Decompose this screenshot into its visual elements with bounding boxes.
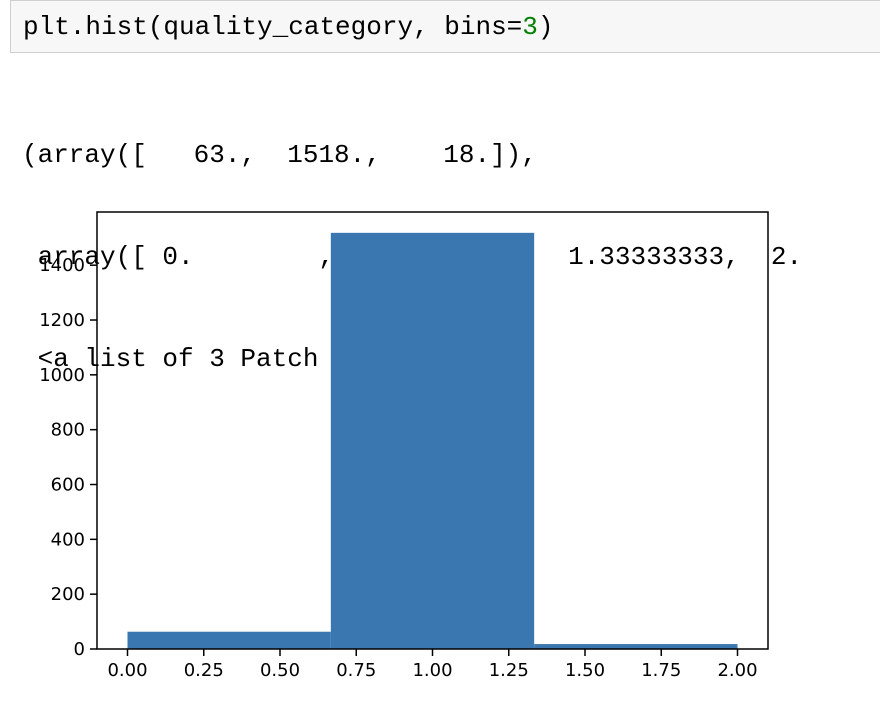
x-tick-label: 0.00: [107, 660, 147, 681]
code-closing-paren: ): [537, 12, 554, 42]
y-tick-label: 0: [74, 639, 85, 660]
code-input[interactable]: plt.hist(quality_category, bins=3): [23, 12, 554, 42]
x-tick-label: 0.25: [184, 660, 224, 681]
y-tick-label: 200: [51, 584, 85, 605]
y-tick-label: 400: [51, 529, 85, 550]
y-tick-label: 600: [51, 475, 85, 496]
y-tick-label: 800: [51, 420, 85, 441]
x-tick-label: 1.50: [565, 660, 605, 681]
output-line-1: (array([ 63., 1518., 18.]),: [22, 140, 537, 170]
x-tick-label: 2.00: [717, 660, 757, 681]
histogram-bars: [127, 232, 738, 649]
code-cell[interactable]: plt.hist(quality_category, bins=3): [10, 0, 880, 53]
y-tick-label: 1400: [39, 255, 85, 276]
cell-output: (array([ 63., 1518., 18.]), array([ 0. ,…: [22, 70, 802, 410]
histogram-bar: [330, 232, 535, 649]
x-tick-label: 0.75: [336, 660, 376, 681]
code-text: plt.hist(quality_category, bins=: [23, 12, 523, 42]
y-axis: 0 200 400 600 800 1000 1200 1400: [39, 255, 97, 660]
histogram-bar: [127, 631, 331, 649]
histogram-bar: [534, 644, 738, 649]
code-number-literal: 3: [522, 12, 538, 42]
y-tick-label: 1200: [39, 310, 85, 331]
x-tick-label: 1.25: [489, 660, 529, 681]
x-axis: 0.00 0.25 0.50 0.75 1.00 1.25 1.50 1.75 2.00: [107, 649, 758, 681]
y-tick-label: 1000: [39, 365, 85, 386]
x-tick-label: 1.75: [641, 660, 681, 681]
x-tick-label: 0.50: [260, 660, 300, 681]
x-tick-label: 1.00: [412, 660, 452, 681]
